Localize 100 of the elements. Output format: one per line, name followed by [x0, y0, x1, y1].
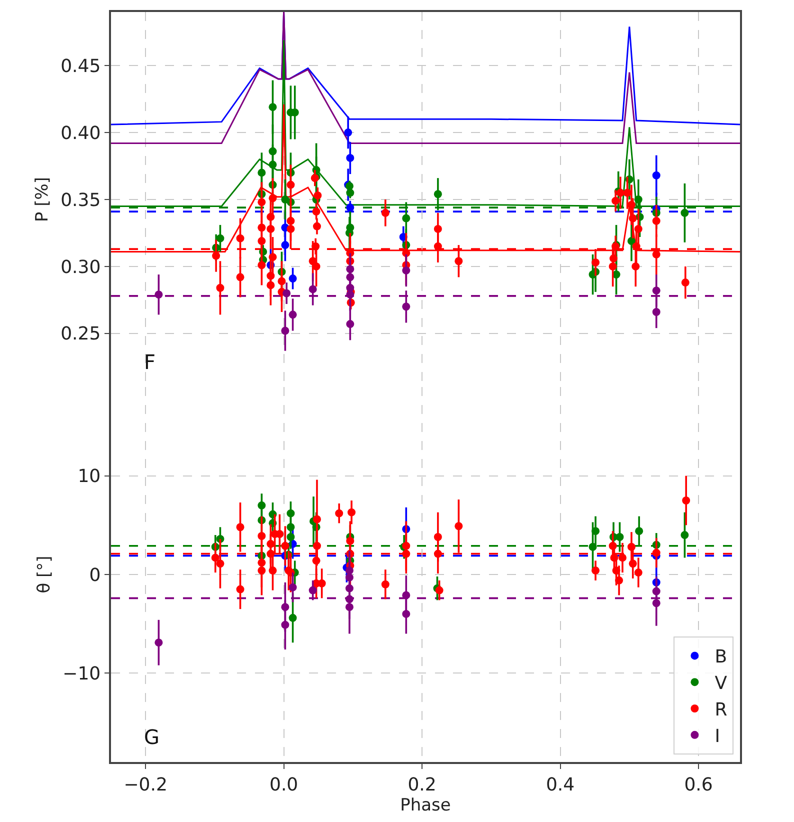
point	[281, 542, 290, 550]
point	[266, 550, 275, 558]
point	[345, 595, 354, 604]
point	[288, 583, 297, 592]
point	[608, 542, 617, 550]
point	[682, 496, 690, 504]
point	[454, 257, 463, 266]
y-tick-label: 0.25	[60, 324, 101, 345]
point	[346, 320, 354, 328]
point	[258, 237, 266, 246]
point	[627, 237, 636, 246]
point	[266, 281, 275, 290]
point	[680, 208, 689, 217]
point	[344, 128, 352, 137]
point	[258, 198, 266, 206]
point	[652, 216, 660, 225]
point	[345, 584, 354, 592]
point	[312, 542, 321, 550]
point	[258, 168, 266, 177]
point	[236, 523, 244, 532]
point	[454, 522, 463, 530]
y-tick-label: 0.30	[60, 256, 101, 278]
point	[281, 603, 290, 612]
point	[615, 576, 624, 584]
point	[612, 566, 620, 575]
point	[592, 566, 600, 575]
point	[402, 266, 410, 274]
point	[345, 573, 354, 582]
point	[266, 272, 275, 280]
point	[652, 171, 660, 180]
point	[236, 234, 244, 242]
point	[268, 253, 277, 262]
point	[680, 531, 689, 540]
point	[154, 290, 163, 299]
point	[592, 527, 600, 536]
point	[154, 638, 163, 647]
point	[681, 278, 690, 287]
x-tick-label: 0.6	[684, 774, 713, 796]
point	[381, 208, 390, 217]
annotation: G	[144, 725, 160, 749]
point	[608, 262, 617, 270]
y-tick-label: 10	[78, 466, 101, 488]
point	[266, 540, 275, 548]
point	[258, 501, 266, 510]
point	[618, 554, 626, 562]
point	[286, 533, 295, 541]
y-tick-label: −10	[62, 663, 101, 684]
point	[381, 580, 390, 588]
point	[652, 587, 660, 596]
point	[345, 566, 354, 575]
legend-label: R	[714, 700, 728, 721]
point	[652, 250, 660, 258]
point	[268, 160, 277, 169]
y-tick-label: 0.35	[60, 190, 101, 211]
point	[652, 548, 660, 557]
legend-label: V	[714, 673, 728, 694]
point	[612, 196, 620, 205]
point	[258, 224, 266, 232]
point	[288, 274, 297, 283]
point	[268, 103, 277, 112]
point	[268, 194, 277, 202]
point	[652, 286, 660, 295]
point	[635, 527, 644, 536]
point	[281, 620, 290, 629]
point	[610, 554, 618, 562]
point	[286, 180, 295, 189]
point	[628, 214, 637, 222]
point	[312, 515, 321, 524]
point	[434, 533, 442, 541]
point	[402, 610, 410, 618]
point	[434, 550, 442, 558]
point	[278, 277, 286, 286]
point	[402, 249, 410, 258]
point	[266, 212, 275, 221]
point	[346, 265, 354, 274]
point	[281, 326, 290, 335]
legend-label: B	[714, 646, 728, 668]
point	[632, 242, 640, 250]
point	[346, 284, 354, 292]
point	[216, 284, 224, 292]
point	[314, 191, 322, 200]
point	[634, 196, 642, 204]
point	[258, 566, 266, 575]
point	[434, 224, 442, 233]
point	[346, 290, 354, 299]
point	[236, 273, 244, 282]
point	[346, 154, 354, 162]
point	[652, 599, 660, 608]
point	[623, 188, 632, 197]
x-tick-label: −0.2	[124, 774, 168, 796]
point	[281, 196, 290, 204]
point	[288, 614, 297, 622]
annotation: F	[144, 350, 156, 374]
point	[346, 273, 354, 282]
point	[588, 542, 597, 551]
point	[592, 258, 600, 266]
point	[652, 308, 660, 316]
x-tick-label: 0.2	[408, 774, 436, 796]
point	[634, 568, 642, 577]
point	[282, 289, 291, 298]
